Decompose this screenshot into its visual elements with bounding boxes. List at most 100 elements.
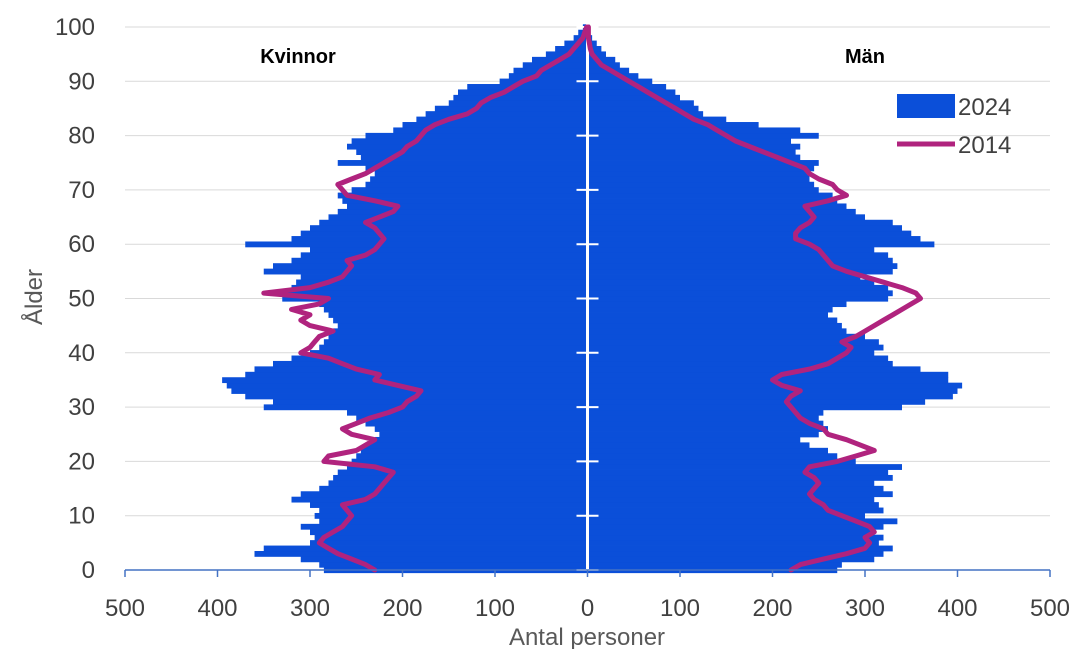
bar-female-age-17: [333, 474, 588, 481]
bar-male-age-62: [587, 230, 912, 237]
bar-female-age-29: [347, 409, 588, 416]
bar-female-age-86: [448, 100, 588, 107]
bar-female-age-76: [360, 154, 588, 161]
y-tick-label: 10: [68, 503, 95, 530]
bar-male-age-43: [587, 333, 865, 340]
bar-male-age-28: [587, 415, 819, 422]
x-tick-label: 200: [382, 595, 422, 622]
legend-label-2024: 2024: [958, 94, 1011, 121]
y-tick-label: 80: [68, 123, 95, 150]
bar-female-age-59: [310, 246, 588, 253]
bar-female-age-9: [319, 518, 588, 525]
bar-male-age-68: [587, 198, 838, 204]
bar-female-age-2: [300, 556, 588, 563]
y-axis-label: Ålder: [20, 269, 48, 325]
bar-female-age-50: [282, 295, 588, 302]
x-tick-label: 100: [475, 595, 515, 622]
bar-male-age-52: [587, 284, 889, 291]
bar-female-age-72: [370, 176, 588, 183]
bar-female-age-80: [365, 132, 588, 139]
bar-male-age-89: [587, 84, 667, 90]
legend-swatch-2024: [897, 94, 955, 118]
bar-female-age-67: [347, 203, 588, 210]
bar-female-age-27: [365, 420, 588, 427]
y-tick-label: 60: [68, 231, 95, 258]
y-tick-label: 100: [55, 14, 95, 41]
x-tick-label: 100: [660, 595, 700, 622]
bar-female-age-31: [273, 398, 588, 405]
bar-male-age-82: [587, 122, 759, 128]
bar-male-age-72: [587, 176, 810, 183]
bar-male-age-40: [587, 350, 875, 356]
bar-male-age-56: [587, 263, 898, 270]
bar-female-age-40: [310, 350, 588, 356]
bar-female-age-89: [467, 84, 588, 90]
bar-male-age-71: [587, 181, 815, 188]
bar-female-age-85: [434, 105, 588, 112]
bar-female-age-39: [291, 355, 588, 362]
x-tick-label: 400: [197, 595, 237, 622]
bar-female-age-58: [300, 252, 588, 259]
bar-male-age-85: [587, 105, 699, 112]
bar-female-age-87: [453, 94, 588, 101]
bar-male-age-8: [587, 523, 884, 530]
bar-female-age-60: [245, 241, 588, 248]
bar-female-age-90: [499, 78, 588, 85]
line-2014: [261, 24, 923, 573]
bar-male-age-76: [587, 154, 801, 161]
bar-male-age-64: [587, 219, 893, 226]
bar-female-age-79: [351, 138, 588, 145]
bar-female-age-8: [300, 523, 588, 530]
bar-male-age-34: [587, 382, 963, 389]
bar-female-age-91: [508, 73, 588, 79]
bar-female-age-65: [328, 214, 588, 221]
bar-male-age-91: [587, 73, 639, 79]
bar-male-age-75: [587, 160, 819, 166]
bar-female-age-74: [365, 165, 588, 172]
bar-female-age-3: [254, 550, 588, 557]
bar-male-age-7: [587, 529, 875, 536]
bar-male-age-65: [587, 214, 865, 221]
bar-male-age-2: [587, 556, 875, 563]
y-tick-label: 30: [68, 394, 95, 421]
bar-male-age-17: [587, 474, 893, 481]
bar-female-age-16: [328, 480, 588, 487]
bar-male-age-19: [587, 464, 902, 470]
bar-male-age-58: [587, 252, 889, 259]
bar-male-age-12: [587, 502, 879, 508]
bar-female-age-33: [231, 388, 588, 394]
bar-female-age-21: [356, 453, 588, 460]
bar-male-age-67: [587, 203, 847, 210]
x-tick-label: 200: [752, 595, 792, 622]
legend: 2024 2014: [897, 94, 1011, 159]
bar-female-age-46: [333, 317, 588, 324]
bar-male-age-22: [587, 447, 828, 454]
bar-female-age-42: [323, 339, 588, 346]
y-tick-label: 50: [68, 286, 95, 313]
bar-female-age-78: [347, 143, 588, 150]
bar-female-age-73: [374, 170, 588, 177]
x-tick-label: 500: [1030, 595, 1070, 622]
bar-female-age-61: [291, 236, 588, 242]
bar-female-age-25: [379, 431, 588, 438]
bar-male-age-25: [587, 431, 819, 438]
bar-male-age-77: [587, 149, 796, 156]
bar-male-age-86: [587, 100, 694, 107]
bar-male-age-32: [587, 393, 953, 400]
bar-female-age-75: [337, 160, 588, 166]
bar-female-age-70: [351, 187, 588, 194]
legend-label-2014: 2014: [958, 132, 1011, 159]
bar-female-age-12: [310, 502, 588, 508]
bar-male-age-88: [587, 89, 676, 96]
bar-male-age-49: [587, 301, 847, 308]
x-tick-label: 300: [845, 595, 885, 622]
bar-female-age-23: [365, 442, 588, 449]
bar-male-age-29: [587, 409, 824, 416]
bar-female-age-15: [319, 485, 588, 492]
bar-female-age-51: [286, 290, 588, 297]
bar-male-age-66: [587, 208, 856, 215]
bar-female-age-56: [273, 263, 588, 270]
bar-female-age-13: [291, 496, 588, 503]
bar-male-age-21: [587, 453, 838, 460]
